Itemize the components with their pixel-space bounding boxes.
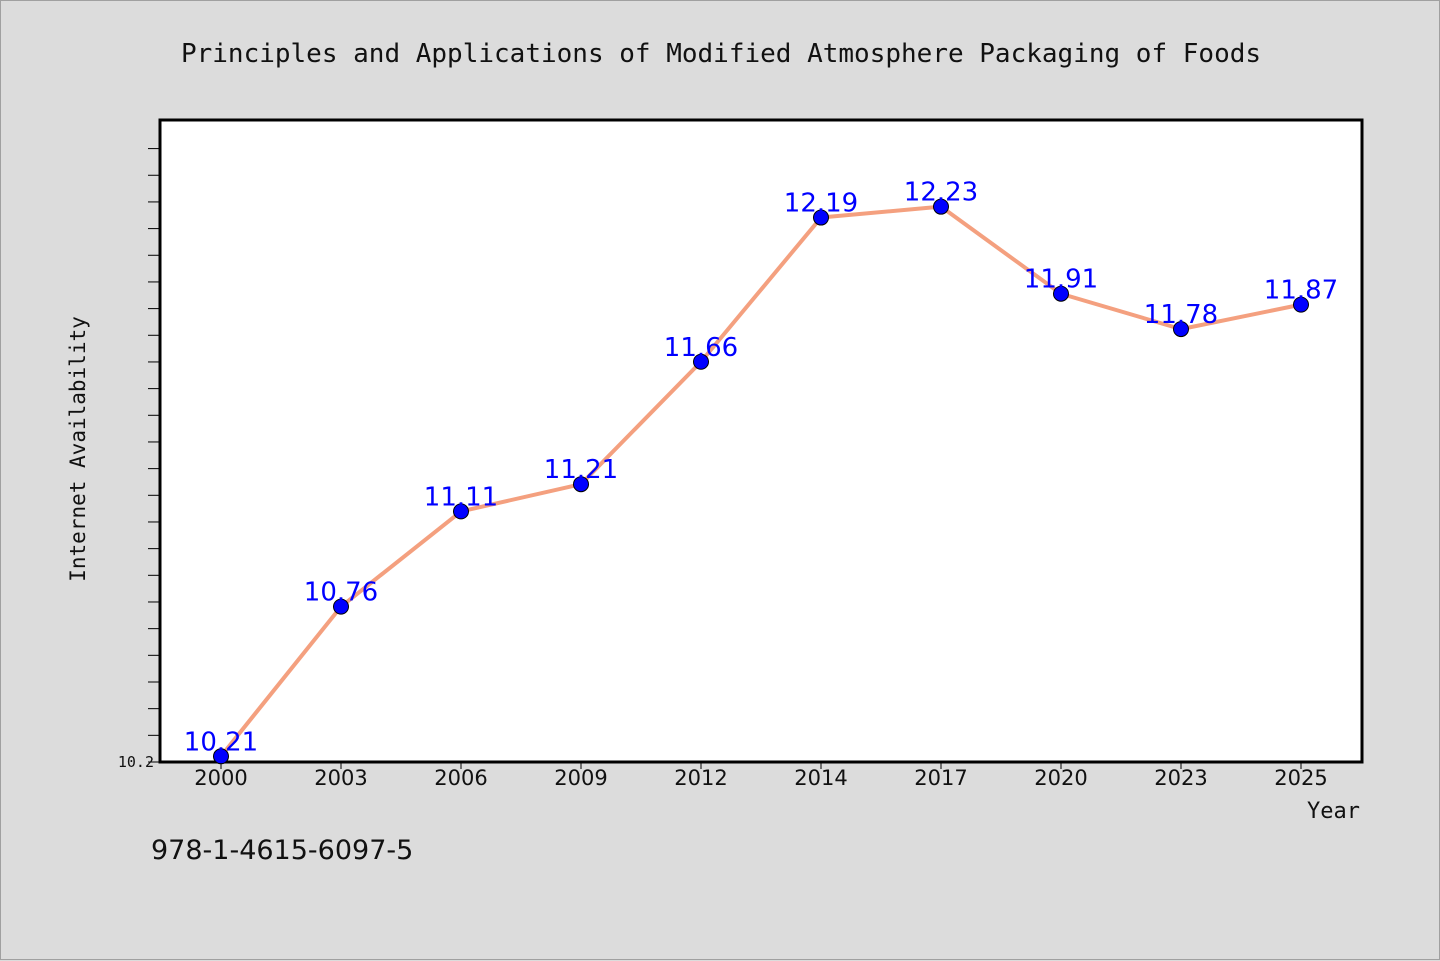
data-label: 12.23 (904, 178, 978, 208)
data-point (1293, 296, 1309, 313)
x-tick-label: 2025 (1274, 766, 1327, 790)
x-tick-label: 2000 (194, 766, 247, 790)
data-label: 11.11 (424, 482, 498, 512)
data-label: 11.91 (1024, 265, 1098, 295)
data-label: 11.87 (1264, 276, 1338, 306)
x-tick-label: 2006 (434, 766, 487, 790)
data-points (213, 198, 1309, 765)
data-point (933, 198, 949, 215)
data-point (333, 598, 349, 615)
data-label: 10.76 (304, 578, 378, 608)
data-point (693, 353, 709, 370)
x-tick-label: 2020 (1034, 766, 1087, 790)
x-tick-label: 2003 (314, 766, 367, 790)
data-point (1173, 321, 1189, 338)
data-point (573, 476, 589, 493)
data-point (813, 209, 829, 226)
series-line (219, 204, 1303, 759)
x-axis-ticks (220, 762, 1302, 769)
x-tick-label: 2009 (554, 766, 607, 790)
x-tick-label: 2014 (794, 766, 847, 790)
x-tick-label: 2017 (914, 766, 967, 790)
y-axis-label: Internet Availability (66, 316, 90, 582)
data-point (213, 748, 229, 765)
data-label: 11.78 (1144, 300, 1218, 330)
x-tick-label: 2012 (674, 766, 727, 790)
data-point (453, 503, 469, 520)
series-line-group (219, 204, 1303, 759)
chart-title: Principles and Applications of Modified … (181, 39, 1261, 69)
x-tick-labels: 2000 2003 2006 2009 2012 2014 2017 2020 2023 2025 (194, 766, 1327, 790)
plot-area (158, 118, 1364, 764)
data-label: 11.66 (664, 333, 738, 363)
y-tick-label: 10.2 (118, 753, 154, 771)
data-label: 12.19 (784, 189, 858, 219)
data-label: 11.21 (544, 455, 618, 485)
x-axis-label: Year (1307, 799, 1360, 824)
isbn-text: 978-1-4615-6097-5 (151, 835, 414, 866)
data-point (1053, 285, 1069, 302)
data-labels: 10.21 10.76 11.11 11.21 11.66 12.19 12.23 11.91… (184, 178, 1338, 758)
y-axis-ticks (148, 148, 160, 763)
data-label: 10.21 (184, 727, 258, 757)
x-tick-label: 2023 (1154, 766, 1207, 790)
